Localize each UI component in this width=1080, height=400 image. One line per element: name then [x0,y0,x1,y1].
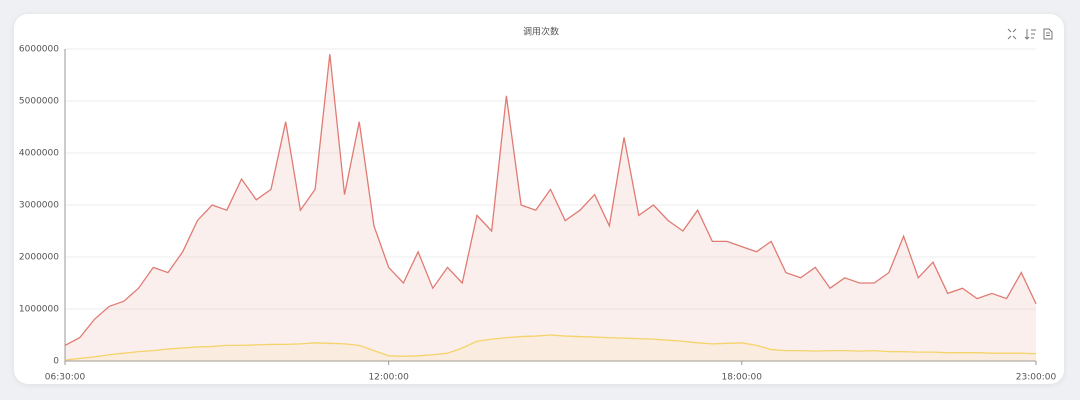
y-tick-label: 1000000 [19,305,59,315]
fullscreen-icon[interactable] [1007,28,1017,40]
sort-icon[interactable] [1024,29,1036,40]
y-tick-label: 2000000 [19,253,59,263]
y-tick-label: 3000000 [19,201,59,211]
x-tick-label: 12:00:00 [368,373,409,383]
area [65,54,1036,361]
x-tick-label: 18:00:00 [722,373,763,383]
y-tick-label: 6000000 [19,45,59,55]
export-icon[interactable] [1043,28,1053,40]
chart-title: 调用次数 [523,26,559,38]
line [64,334,1037,361]
x-tick-label: 23:00:00 [1016,373,1057,383]
x-tick-label: 06:30:00 [45,373,86,383]
y-tick-label: 0 [53,357,59,367]
y-tick-label: 4000000 [19,149,59,159]
y-tick-label: 5000000 [19,97,59,107]
area [65,335,1036,361]
toolbar[interactable] [1007,28,1053,40]
line [64,54,1037,346]
chart-card [14,14,1064,384]
